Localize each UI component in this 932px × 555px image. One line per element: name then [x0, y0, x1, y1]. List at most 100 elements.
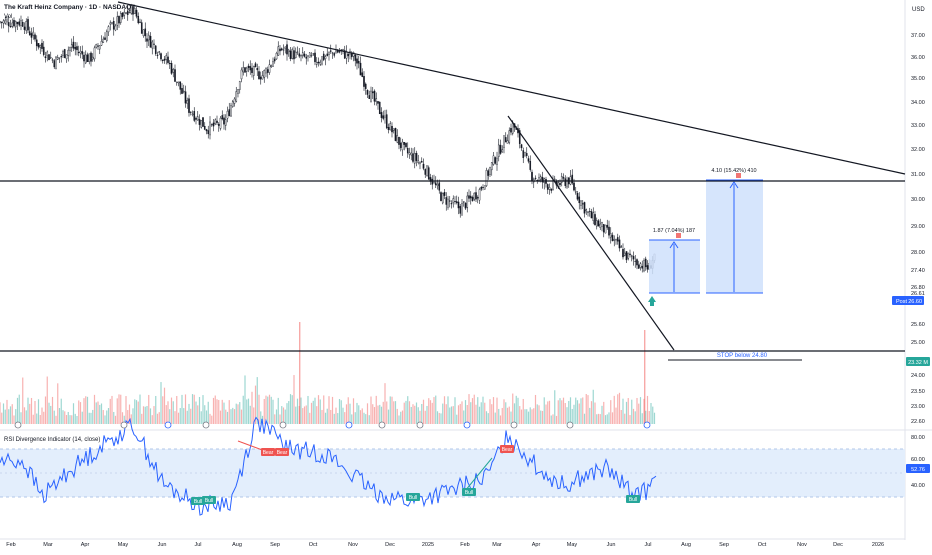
currency-label[interactable]: USD	[912, 7, 925, 13]
volume-bar	[345, 404, 348, 424]
candle	[55, 55, 57, 70]
volume-bar	[547, 401, 549, 424]
post-label: Post	[896, 299, 907, 305]
volume-bar	[317, 395, 320, 424]
volume-bar	[335, 407, 337, 424]
candle	[385, 109, 388, 130]
time-label: Jul	[194, 542, 201, 548]
candle	[504, 132, 507, 143]
candle	[314, 49, 316, 66]
candle	[279, 45, 281, 56]
candle	[95, 43, 98, 49]
price-tick: 23.50	[911, 389, 925, 395]
event-marker-icon[interactable]	[566, 421, 574, 429]
volume-bar	[450, 406, 453, 424]
event-marker-icon[interactable]	[416, 421, 424, 429]
candle	[578, 192, 581, 210]
candle	[392, 128, 395, 134]
volume-bar	[293, 375, 295, 424]
svg-text:Bull: Bull	[205, 498, 213, 504]
volume-bar	[211, 415, 213, 424]
event-marker-icon[interactable]	[120, 421, 128, 429]
candle	[625, 251, 628, 263]
volume-bar	[177, 412, 180, 424]
candle	[490, 162, 493, 176]
candle	[147, 31, 150, 47]
candle	[370, 86, 372, 103]
volume-bar	[303, 406, 306, 424]
volume-bar	[389, 396, 391, 424]
volume-bar	[534, 394, 537, 424]
candle	[328, 51, 330, 61]
candle	[580, 199, 582, 210]
volume-bar	[125, 396, 127, 424]
target-2-label: 4.10 (15.42%) 410	[711, 168, 756, 174]
volume-bar	[610, 400, 612, 424]
candle	[623, 247, 626, 257]
event-markers	[14, 421, 651, 429]
volume-bar	[109, 398, 111, 424]
candle	[471, 195, 474, 202]
event-marker-icon[interactable]	[643, 421, 651, 429]
candle	[303, 51, 306, 58]
volume-bar	[445, 404, 447, 424]
volume-bar	[646, 395, 649, 424]
candle	[27, 16, 29, 34]
event-marker-icon[interactable]	[463, 421, 471, 429]
volume-bar	[506, 407, 509, 424]
event-marker-icon[interactable]	[14, 421, 22, 429]
volume-bar	[13, 415, 15, 424]
candle	[615, 238, 617, 245]
short-trendline[interactable]	[507, 115, 675, 351]
candle	[462, 201, 465, 207]
event-marker-icon[interactable]	[279, 421, 287, 429]
event-marker-icon[interactable]	[202, 421, 210, 429]
price-tick: 33.00	[911, 123, 925, 129]
volume-bar	[167, 401, 169, 424]
candle	[142, 29, 145, 38]
volume-bar	[275, 409, 278, 424]
volume-bar	[267, 396, 269, 424]
event-marker-icon[interactable]	[378, 421, 386, 429]
volume-bar	[79, 402, 82, 424]
candle	[121, 12, 124, 20]
candle	[72, 36, 75, 52]
candle	[172, 67, 175, 78]
candle	[48, 53, 50, 61]
event-marker-icon[interactable]	[345, 421, 353, 429]
volume-bar	[337, 413, 339, 424]
volume-bar	[25, 410, 27, 424]
volume-bar	[160, 382, 162, 424]
event-marker-icon[interactable]	[510, 421, 518, 429]
candle	[2, 18, 5, 29]
candle	[637, 260, 640, 269]
candle	[233, 97, 236, 107]
volume-bar	[552, 414, 554, 424]
volume-bar	[503, 399, 505, 424]
candle	[452, 195, 455, 208]
candle	[398, 136, 400, 150]
volume-bar	[412, 404, 414, 424]
volume-bar	[436, 411, 439, 424]
volume-bar	[578, 403, 580, 424]
price-tick: 31.00	[911, 172, 925, 178]
price-tick: 28.00	[911, 250, 925, 256]
event-marker-icon[interactable]	[164, 421, 172, 429]
volume-bar	[34, 400, 36, 424]
volume-bar	[258, 394, 260, 424]
volume-bar	[433, 397, 435, 424]
candle	[424, 168, 427, 179]
volume-bar	[246, 399, 248, 424]
candle	[182, 84, 185, 94]
volume-bar	[513, 403, 516, 424]
volume-bar	[48, 402, 50, 424]
post-price-tag	[892, 296, 924, 305]
candle	[419, 161, 421, 170]
long-trendline[interactable]	[117, 1, 906, 175]
volume-bar	[163, 387, 166, 424]
volume-bar	[20, 412, 22, 424]
candle	[245, 66, 248, 77]
candle	[368, 90, 371, 99]
